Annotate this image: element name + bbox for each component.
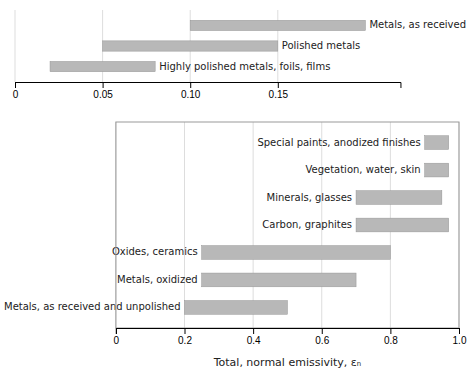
bar	[190, 20, 365, 30]
tick-mark	[390, 328, 391, 334]
tick-label: 0.15	[269, 89, 289, 100]
grid	[116, 122, 459, 328]
tick-mark	[322, 328, 323, 334]
category-label: Metals, oxidized	[117, 274, 198, 285]
tick-label: 1.0	[453, 335, 467, 346]
tick-label: 0.8	[384, 335, 398, 346]
tick-mark	[15, 82, 16, 88]
category-label: Metals, as received and unpolished	[4, 301, 181, 312]
x-axis-title: Total, normal emissivity, εₙ	[213, 356, 362, 369]
category-label: Metals, as received	[369, 19, 466, 30]
grid-line	[253, 122, 254, 328]
category-label: Vegetation, water, skin	[305, 164, 420, 175]
bars	[50, 20, 365, 71]
tick: 0.10	[181, 82, 201, 100]
tick: 0.6	[315, 328, 329, 346]
tick-mark	[185, 328, 186, 334]
tick-label: 0.05	[93, 89, 113, 100]
category-label: Polished metals	[282, 40, 361, 51]
tick: 0.2	[178, 328, 192, 346]
chart-svg: Highly polished metals, foils, films Poli…	[0, 0, 474, 378]
tick-label: 0.6	[315, 335, 329, 346]
chart-0: Highly polished metals, foils, films Poli…	[13, 10, 466, 100]
grid-line	[15, 10, 16, 82]
tick: 0	[13, 82, 19, 100]
category-labels: Metals, as received and unpolished Metals…	[4, 137, 421, 313]
category-label: Highly polished metals, foils, films	[159, 61, 330, 72]
bar	[50, 61, 155, 71]
x-axis: 0 0.05 0.10 0.15	[13, 82, 401, 100]
tick-mark	[103, 82, 104, 88]
bar	[202, 246, 391, 260]
tick-mark	[116, 328, 117, 334]
tick: 0	[114, 328, 120, 346]
chart-1: Metals, as received and unpolished Metals…	[4, 122, 467, 369]
tick-mark	[190, 82, 191, 88]
bar	[425, 136, 449, 150]
chart-container: Highly polished metals, foils, films Poli…	[0, 0, 474, 378]
plot-frame	[116, 122, 459, 328]
tick-label: 0.2	[178, 335, 192, 346]
tick-mark	[278, 82, 279, 88]
bar	[185, 301, 288, 315]
bar	[202, 273, 356, 287]
tick-label: 0	[114, 335, 120, 346]
tick-label: 0.4	[247, 335, 261, 346]
tick: 0.05	[93, 82, 113, 100]
axis-line	[16, 83, 401, 89]
bars	[185, 136, 449, 315]
bar	[103, 41, 278, 51]
axis-line	[116, 329, 459, 335]
bar	[425, 163, 449, 177]
tick-label: 0	[13, 89, 19, 100]
grid-line	[184, 122, 185, 328]
tick: 0.15	[269, 82, 289, 100]
bar	[356, 191, 442, 205]
tick-mark	[459, 328, 460, 334]
category-label: Minerals, glasses	[267, 192, 353, 203]
category-label: Oxides, ceramics	[112, 246, 198, 257]
bar	[356, 218, 449, 232]
category-label: Carbon, graphites	[262, 219, 352, 230]
tick: 0.4	[247, 328, 261, 346]
tick-mark	[253, 328, 254, 334]
x-axis: 0 0.2 0.4 0.6 0.8 1.0	[114, 328, 467, 346]
category-label: Special paints, anodized finishes	[257, 137, 420, 148]
tick: 0.8	[384, 328, 398, 346]
tick: 1.0	[453, 328, 467, 346]
category-labels: Highly polished metals, foils, films Poli…	[159, 19, 466, 71]
tick-label: 0.10	[181, 89, 201, 100]
